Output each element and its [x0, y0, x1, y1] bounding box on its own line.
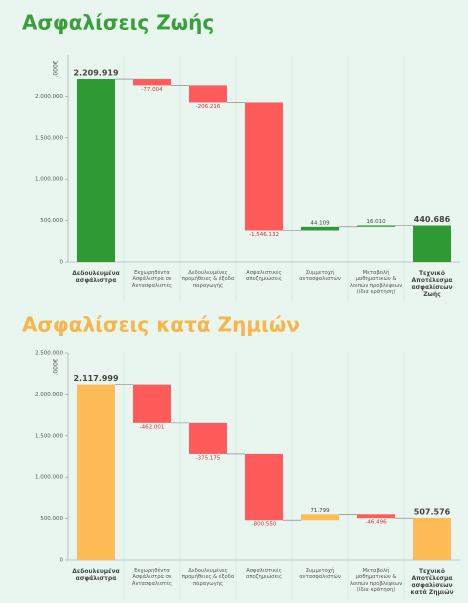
chart-title: Ασφαλίσεις κατά Ζημιών	[22, 313, 300, 337]
bar	[245, 453, 283, 521]
x-tick-label: Συμμετοχή αντασφαλιστών	[299, 270, 341, 283]
x-tick-label: Εκχωρηθέντα Ασφάλιστρα σε Αντασφαλιστές	[131, 270, 173, 289]
y-tick-label: 1.500.000	[35, 135, 63, 141]
x-tick-label: Δεδουλευμένα ασφάλιστρα	[72, 568, 120, 582]
x-tick-label: Δεδουλευμένα ασφάλιστρα	[72, 270, 120, 284]
y-tick-label: 2.500.000	[35, 351, 63, 357]
chart-title: Ασφαλίσεις Ζωής	[22, 11, 214, 35]
value-label: -206.216	[196, 104, 221, 110]
x-tick-label: Τεχνικό Αποτέλεσμα ασφαλίσεων κατά Ζημιώ…	[410, 568, 454, 596]
bar	[77, 384, 115, 560]
x-tick-label: Συμμετοχή αντασφαλιστών	[299, 568, 341, 581]
bar	[133, 79, 171, 86]
x-tick-label: Δεδουλευμένες προμήθειες & έξοδα παραγωγ…	[181, 270, 235, 289]
value-label: 44.109	[310, 220, 330, 226]
y-tick-label: 2.000.000	[35, 94, 63, 100]
value-label: -462.001	[140, 424, 165, 430]
y-axis-label: .000€	[53, 358, 60, 375]
x-tick-label: Ασφαλιστικές αποζημιώσεις	[245, 270, 283, 283]
y-tick-label: 2.000.000	[35, 392, 63, 398]
bar	[245, 102, 283, 231]
x-tick-label: Εκχωρηθέντα Ασφάλιστρα σε Αντασφαλιστές	[131, 568, 173, 587]
y-tick-label: 500.000	[40, 516, 63, 522]
bar	[77, 79, 115, 262]
value-label: -77.004	[141, 87, 163, 93]
bar	[357, 225, 395, 227]
bar	[301, 514, 339, 521]
value-label: 2.117.999	[73, 374, 118, 383]
value-label: 2.209.919	[73, 69, 118, 78]
x-tick-label: Μεταβολή μαθηματικών & λοιπών προβλέψεων…	[349, 270, 403, 296]
value-label: -1.546.132	[249, 232, 279, 238]
bar	[189, 85, 227, 103]
bar	[301, 226, 339, 231]
y-tick-label: 500.000	[40, 218, 63, 224]
x-tick-label: Δεδουλευμένες προμήθειες & έξοδα παραγωγ…	[181, 568, 235, 587]
y-tick-label: 1.000.000	[35, 475, 63, 481]
bar	[133, 384, 171, 423]
x-tick-label: Ασφαλιστικές αποζημιώσεις	[245, 568, 283, 581]
bar	[189, 422, 227, 454]
y-tick-label: 1.500.000	[35, 433, 63, 439]
value-label: 16.010	[366, 219, 386, 225]
bar	[357, 514, 395, 519]
value-label: -46.496	[365, 520, 387, 526]
value-label: 440.686	[414, 215, 451, 224]
bar	[413, 517, 451, 560]
bar	[413, 225, 451, 262]
value-label: -800.550	[252, 522, 277, 528]
y-tick-label: 1.000.000	[35, 177, 63, 183]
value-label: -375.175	[196, 455, 221, 461]
x-tick-label: Μεταβολή μαθηματικών & λοιπών προβλέψεων…	[349, 568, 403, 594]
value-label: 507.576	[414, 507, 451, 516]
y-tick-label: 0	[60, 558, 64, 564]
y-axis-label: .000€	[53, 60, 60, 77]
y-tick-label: 0	[60, 260, 64, 266]
value-label: 71.799	[310, 508, 330, 514]
x-tick-label: Τεχνικό Αποτέλεσμα ασφαλίσεων Ζωής	[411, 270, 453, 298]
